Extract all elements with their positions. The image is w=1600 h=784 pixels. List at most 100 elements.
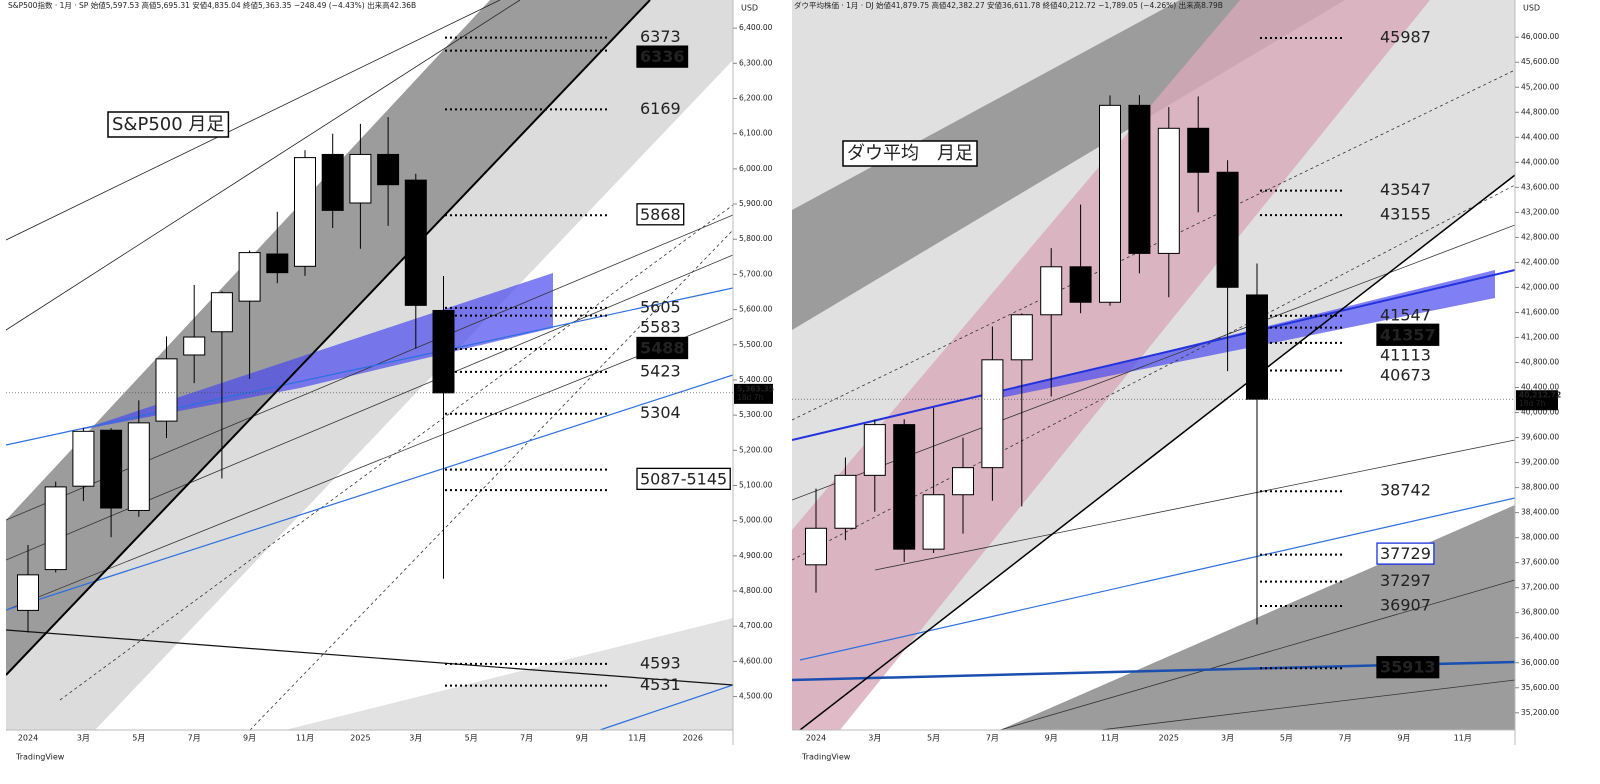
trend-line: [799, 174, 1515, 730]
level-label: 6169: [640, 99, 681, 118]
x-tick-label: 3月: [1221, 734, 1234, 743]
x-tick-label: 11月: [1454, 734, 1472, 743]
x-tick-label: 9月: [575, 734, 588, 743]
last-price-box: [734, 383, 773, 404]
y-tick-label: 38,000.00: [1521, 533, 1559, 542]
trend-line: [6, 214, 733, 521]
x-tick-label: 11月: [628, 734, 646, 743]
y-tick-label: 46,000.00: [1521, 32, 1559, 41]
watermark: TradingView: [15, 753, 65, 762]
y-tick-label: 40,400.00: [1521, 383, 1559, 392]
candle-body: [1099, 104, 1121, 303]
x-tick-label: 2025: [350, 734, 370, 743]
y-tick-label: 5,600.00: [739, 305, 773, 314]
chart-title: S&P500 月足: [112, 114, 224, 135]
y-tick-label: 6,100.00: [739, 129, 773, 138]
x-tick-label: 2024: [18, 734, 38, 743]
countdown-label: 18d 7h: [1519, 399, 1545, 408]
trend-line: [6, 0, 651, 676]
y-tick-label: 43,200.00: [1521, 207, 1559, 216]
level-label-box: [1376, 542, 1435, 565]
y-tick-label: 39,200.00: [1521, 458, 1559, 467]
y-tick-label: 36,400.00: [1521, 633, 1559, 642]
trend-line: [599, 684, 733, 730]
level-label: 35913: [1380, 658, 1436, 677]
level-label: 45987: [1380, 28, 1431, 47]
level-label: 5868: [640, 205, 681, 224]
level-label-box: [636, 336, 689, 360]
level-label: 4531: [640, 675, 681, 694]
candle-body: [155, 358, 178, 422]
y-tick-label: 44,000.00: [1521, 157, 1559, 166]
y-tick-label: 5,200.00: [739, 445, 773, 454]
trend-line: [59, 204, 733, 701]
candle-body: [1128, 104, 1151, 254]
y-tick-label: 4,700.00: [739, 621, 773, 630]
x-tick-label: 2025: [1159, 734, 1179, 743]
y-tick-label: 4,800.00: [739, 586, 773, 595]
level-label: 5304: [640, 403, 681, 422]
y-tick-label: 5,900.00: [739, 199, 773, 208]
y-tick-label: 39,600.00: [1521, 433, 1559, 442]
candle-body: [863, 424, 886, 476]
level-label: 36907: [1380, 596, 1431, 615]
y-tick-label: 5,100.00: [739, 480, 773, 489]
y-tick-label: 5,400.00: [739, 375, 773, 384]
level-label: 5583: [640, 317, 681, 336]
x-tick-label: 2026: [683, 734, 703, 743]
y-tick-label: 43,600.00: [1521, 182, 1559, 191]
level-label-box: [636, 467, 731, 491]
trend-line: [6, 0, 501, 241]
x-tick-label: 7月: [188, 734, 201, 743]
trend-line: [874, 439, 1515, 571]
candle-body: [432, 309, 455, 394]
x-tick-label: 3月: [409, 734, 422, 743]
y-tick-label: 38,800.00: [1521, 483, 1559, 492]
trend-line: [6, 317, 733, 611]
trend-line: [6, 0, 521, 331]
countdown-label: 18d 7h: [737, 393, 763, 402]
y-tick-label: 38,400.00: [1521, 508, 1559, 517]
trend-line: [1099, 679, 1515, 730]
plot-area: [792, 0, 1515, 730]
unit-label: USD: [741, 4, 758, 13]
candle-body: [321, 153, 344, 211]
candle-body: [981, 359, 1004, 469]
candle-body: [1010, 314, 1033, 361]
y-tick-label: 35,600.00: [1521, 683, 1559, 692]
level-label: 40673: [1380, 365, 1431, 384]
plot-area: [6, 0, 733, 730]
x-tick-label: 7月: [986, 734, 999, 743]
candle-body: [1157, 127, 1180, 254]
level-label: 43547: [1380, 180, 1431, 199]
x-tick-label: 3月: [868, 734, 881, 743]
x-tick-label: 9月: [243, 734, 256, 743]
x-tick-label: 11月: [296, 734, 314, 743]
x-tick-label: 9月: [1397, 734, 1410, 743]
y-tick-label: 42,800.00: [1521, 232, 1559, 241]
y-tick-label: 36,000.00: [1521, 658, 1559, 667]
candle-body: [1187, 127, 1210, 173]
watermark: TradingView: [801, 753, 851, 762]
x-tick-label: 9月: [1045, 734, 1058, 743]
level-label: 5605: [640, 297, 681, 316]
candle-body: [294, 157, 316, 267]
y-tick-label: 5,000.00: [739, 516, 773, 525]
chart-title: ダウ平均 月足: [847, 143, 973, 164]
y-tick-label: 4,500.00: [739, 692, 773, 701]
chart-title-box: [842, 140, 978, 167]
level-label: 41547: [1380, 305, 1431, 324]
level-label: 5423: [640, 361, 681, 380]
candle-body: [834, 474, 857, 529]
channel: [285, 618, 733, 730]
chart-title-box: [107, 111, 230, 138]
x-tick-label: 2024: [806, 734, 826, 743]
level-label: 41113: [1380, 345, 1431, 364]
level-label: 5488: [640, 338, 685, 357]
x-tick-label: 5月: [927, 734, 940, 743]
candle-body: [377, 153, 400, 186]
last-price-box: [1516, 390, 1558, 411]
y-tick-label: 41,600.00: [1521, 307, 1559, 316]
candle-body: [404, 179, 427, 306]
chart-header: S&P500指数 · 1月 · SP 始値5,597.53 高値5,695.31…: [8, 0, 416, 10]
